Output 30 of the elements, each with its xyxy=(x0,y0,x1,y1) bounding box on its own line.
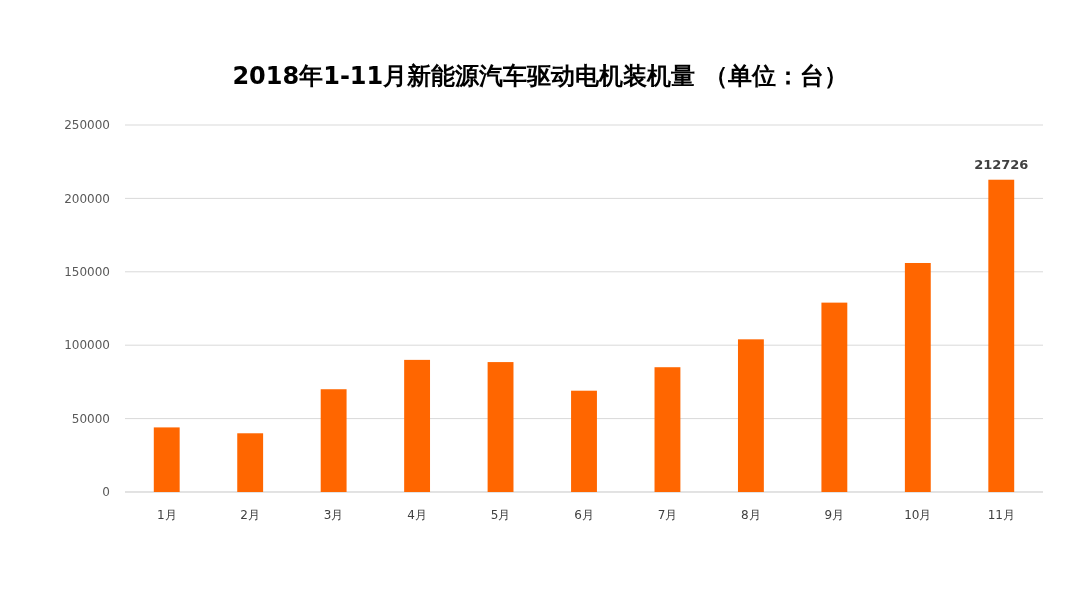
y-tick-label: 200000 xyxy=(64,191,110,206)
x-tick-label: 3月 xyxy=(323,508,344,522)
bar xyxy=(404,359,431,492)
bar xyxy=(654,367,681,492)
x-tick-label: 6月 xyxy=(574,508,594,522)
bar xyxy=(320,389,347,492)
bar xyxy=(737,339,764,492)
bar xyxy=(571,390,597,492)
bar xyxy=(487,362,514,492)
x-tick-label: 9月 xyxy=(824,508,845,522)
y-tick-label: 250000 xyxy=(64,118,110,133)
bar xyxy=(153,427,180,492)
x-tick-label: 11月 xyxy=(987,508,1015,522)
bar xyxy=(904,262,931,492)
bar xyxy=(821,302,848,492)
x-tick-label: 2月 xyxy=(240,508,260,522)
bar xyxy=(237,433,264,492)
x-tick-label: 4月 xyxy=(407,508,427,522)
bar xyxy=(988,179,1015,492)
y-tick-label: 150000 xyxy=(64,265,110,279)
chart-title: 2018年1-11月新能源汽车驱动电机装机量 （单位：台） xyxy=(232,62,848,90)
x-tick-label: 5月 xyxy=(490,508,511,522)
x-tick-label: 1月 xyxy=(156,508,177,522)
y-tick-label: 50000 xyxy=(71,411,110,426)
x-tick-label: 10月 xyxy=(904,508,932,522)
x-tick-label: 7月 xyxy=(657,508,678,522)
y-tick-label: 0 xyxy=(102,485,110,500)
x-tick-label: 8月 xyxy=(741,508,761,522)
y-tick-label: 100000 xyxy=(64,338,110,353)
data-label: 212726 xyxy=(974,156,1029,172)
